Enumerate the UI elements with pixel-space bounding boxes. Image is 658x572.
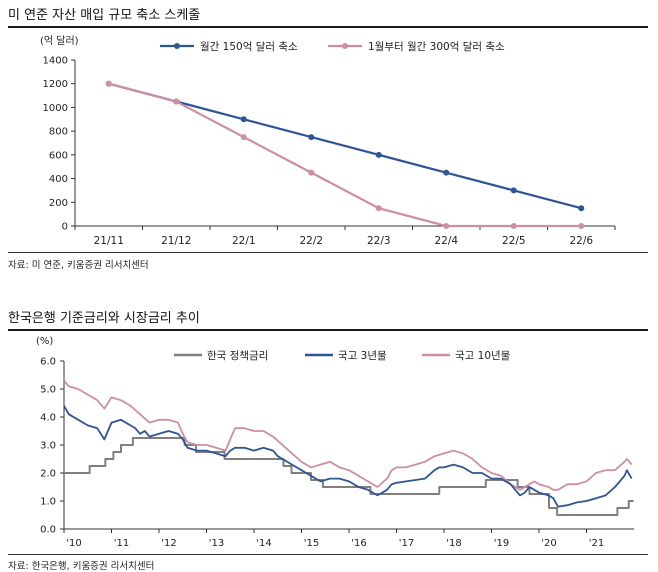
chart1-x-tick-label: 21/12 [161,235,191,247]
chart1-svg: (억 달러) 0 200 400 600 800 1000 1200 1400 21/11 21/1… [40,35,616,247]
chart2-y-tick-label: 3.0 [40,441,56,452]
chart1-x-tick-label: 22/5 [502,235,526,247]
chart2-x-tick-label: '10 [66,538,81,549]
chart2-y-tick-label: 1.0 [40,497,56,508]
chart2-y-unit: (%) [36,336,53,347]
chart1-data-point [375,205,382,212]
chart1-data-point [308,169,315,176]
chart2-series-line-1 [64,437,634,516]
chart2-x-tick-label: '16 [351,538,366,549]
chart1-y-tick-label: 1400 [43,56,68,67]
chart1-data-point [578,223,585,229]
chart2-x-tick-label: '19 [494,538,509,549]
chart2-svg: (%) 0.0 1.0 2.0 3.0 4.0 5.0 6.0 '10 '11 '12 '13 '14 '… [36,336,634,549]
chart2-x-tick-label: '13 [209,538,224,549]
chart2-source: 자료: 한국은행, 키움증권 리서치센터 [8,561,155,572]
chart1-y-tick-label: 1000 [43,103,68,114]
chart2-x-tick-label: '18 [446,538,461,549]
chart1-x-tick-label: 22/1 [232,235,256,247]
chart1-y-tick-label: 200 [49,198,68,209]
chart1-data-point [308,134,315,141]
chart2-y-tick-label: 6.0 [40,357,56,368]
chart1-data-point [510,187,517,194]
chart1-source: 자료: 미 연준, 키움증권 리서치센터 [8,260,149,271]
chart2-y-tick-label: 0.0 [40,525,56,536]
chart1-legend-label-1: 월간 150억 달러 축소 [200,41,298,53]
chart1-title-rule [8,26,648,28]
chart1-legend-label-2: 1월부터 월간 300억 달러 축소 [368,41,505,53]
chart1-legend-marker-2 [342,43,348,49]
chart2-title: 한국은행 기준금리와 시장금리 추이 [8,311,200,326]
chart1-data-point [240,134,247,141]
chart2-title-rule [8,329,648,331]
chart1-data-point [105,80,112,87]
chart1-x-tick-label: 22/4 [434,235,458,247]
chart2-legend-label-3: 국고 10년물 [455,350,511,362]
chart1-data-point [443,169,450,176]
chart1-data-point [578,205,585,212]
chart1-data-point [173,98,180,105]
chart2-x-tick-label: '14 [256,538,271,549]
chart1-y-tick-label: 600 [49,150,68,161]
chart2-x-tick-label: '17 [399,538,414,549]
chart2-y-tick-label: 5.0 [40,385,56,396]
chart2-x-tick-label: '21 [589,538,604,549]
chart1-x-tick-label: 22/2 [299,235,323,247]
chart1-data-point [443,223,450,229]
chart2-series-line-2 [63,405,633,508]
chart1-data-point [510,223,517,229]
chart1-y-tick-label: 400 [49,174,68,185]
chart2-series-line-3 [63,380,633,491]
chart2-bottom-rule [8,554,648,555]
chart1-y-tick-label: 1200 [43,79,68,90]
chart1-y-unit: (억 달러) [40,35,79,47]
chart2-x-tick-label: '20 [541,538,556,549]
chart1-x-tick-label: 22/6 [569,235,593,247]
chart1-data-point [240,116,247,123]
chart1-y-tick-label: 0 [62,222,68,233]
chart1-x-tick-label: 21/11 [94,235,124,247]
chart2-x-tick-label: '12 [161,538,176,549]
chart1-data-point [375,151,382,158]
chart1-series-line-2 [108,82,582,228]
chart1-title: 미 연준 자산 매입 규모 축소 스케줄 [8,8,201,23]
chart2-legend-label-2: 국고 3년물 [338,350,387,362]
chart2-x-tick-label: '11 [114,538,129,549]
chart2-y-tick-label: 2.0 [40,469,56,480]
chart1-series-line-1 [108,82,582,210]
chart1-bottom-rule [8,252,648,253]
chart1-legend-marker-1 [174,43,180,49]
chart2-y-tick-label: 4.0 [40,413,56,424]
chart1-x-tick-label: 22/3 [367,235,391,247]
chart2-x-tick-label: '15 [304,538,319,549]
chart2-legend-label-1: 한국 정책금리 [207,350,268,362]
chart1-y-tick-label: 800 [49,127,68,138]
